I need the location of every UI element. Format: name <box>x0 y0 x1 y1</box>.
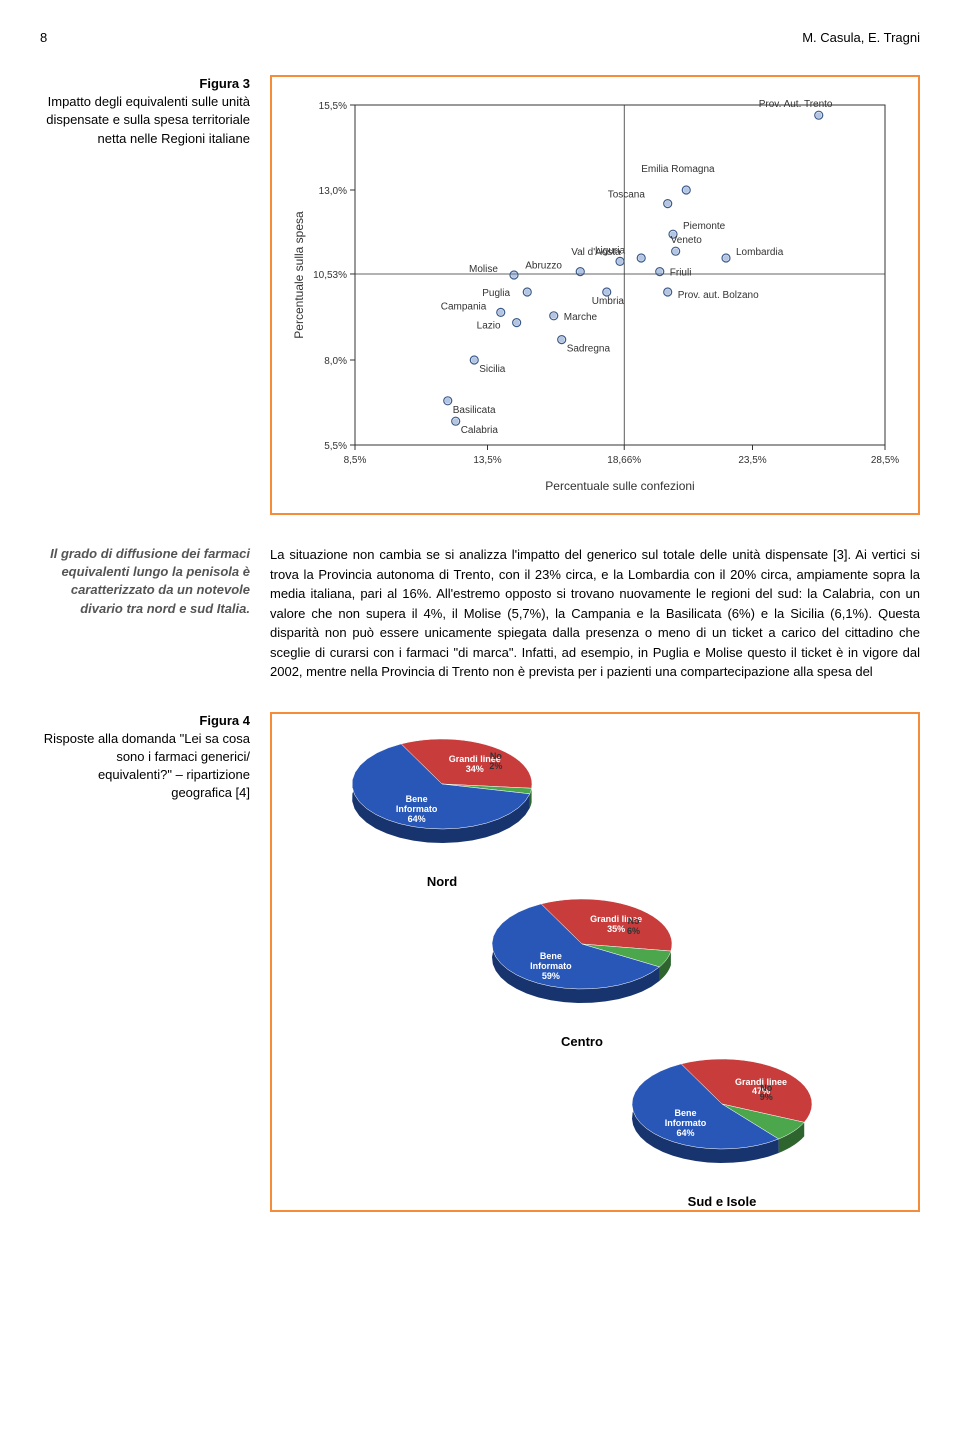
svg-text:5,5%: 5,5% <box>324 441 347 452</box>
pie-sud-e-isole: Grandi linee47%No9%Bene Informato64%Sud … <box>582 1044 862 1209</box>
svg-text:15,5%: 15,5% <box>319 101 347 112</box>
figure-3-row: Figura 3 Impatto degli equivalenti sulle… <box>40 75 920 515</box>
figure-3-caption-text: Impatto degli equivalenti sulle unità di… <box>46 94 250 145</box>
svg-text:Lombardia: Lombardia <box>736 247 784 258</box>
page-number: 8 <box>40 30 47 45</box>
page-header: 8 M. Casula, E. Tragni <box>40 30 920 45</box>
slice-label: Bene Informato64% <box>387 795 447 825</box>
svg-text:Puglia: Puglia <box>482 288 510 299</box>
marginal-note: Il grado di diffusione dei farmaci equiv… <box>40 545 250 682</box>
body-paragraph: La situazione non cambia se si analizza … <box>270 545 920 682</box>
figure-3-chart: 8,5% 13,5% 18,66% 23,5% 28,5% 5,5% 8,0% 10,53% 1… <box>270 75 920 515</box>
svg-text:13,5%: 13,5% <box>473 455 501 466</box>
figure-4-caption-text: Risposte alla domanda "Lei sa cosa sono … <box>44 731 250 801</box>
region-label: Sud e Isole <box>582 1194 862 1209</box>
svg-text:Piemonte: Piemonte <box>683 221 726 232</box>
svg-text:28,5%: 28,5% <box>871 455 899 466</box>
svg-text:Toscana: Toscana <box>608 190 646 201</box>
pie-centro: Grandi linee35%No6%Bene Informato59%Cent… <box>442 884 722 1049</box>
pie-nord: Grandi linee34%No2%Bene Informato64%Nord <box>302 724 582 889</box>
svg-text:Campania: Campania <box>441 301 487 312</box>
figure-4-row: Figura 4 Risposte alla domanda "Lei sa c… <box>40 712 920 1212</box>
svg-text:Marche: Marche <box>564 312 598 323</box>
figure-3-caption: Figura 3 Impatto degli equivalenti sulle… <box>40 75 250 515</box>
authors: M. Casula, E. Tragni <box>802 30 920 45</box>
svg-text:Sicilia: Sicilia <box>479 364 506 375</box>
slice-label: No6% <box>604 917 664 937</box>
svg-text:Umbria: Umbria <box>592 296 625 307</box>
svg-text:Basilicata: Basilicata <box>453 405 496 416</box>
body-row: Il grado di diffusione dei farmaci equiv… <box>40 545 920 682</box>
svg-text:Percentuale sulla spesa: Percentuale sulla spesa <box>292 211 306 339</box>
svg-text:Percentuale sulle confezioni: Percentuale sulle confezioni <box>545 479 694 493</box>
figure-4-caption: Figura 4 Risposte alla domanda "Lei sa c… <box>40 712 250 1212</box>
svg-text:Liguria: Liguria <box>595 245 625 256</box>
slice-label: No9% <box>736 1084 796 1104</box>
figure-4-chart: Grandi linee34%No2%Bene Informato64%Nord… <box>270 712 920 1212</box>
svg-text:Abruzzo: Abruzzo <box>525 261 562 272</box>
svg-text:Sadregna: Sadregna <box>567 344 611 355</box>
slice-label: No2% <box>466 752 526 772</box>
svg-text:Friuli: Friuli <box>670 268 692 279</box>
figure-4-label: Figura 4 <box>199 713 250 728</box>
svg-text:Prov. aut. Bolzano: Prov. aut. Bolzano <box>678 290 759 301</box>
slice-label: Bene Informato59% <box>521 952 581 982</box>
svg-text:Prov. Aut. Trento: Prov. Aut. Trento <box>759 99 833 110</box>
svg-text:Calabria: Calabria <box>461 425 499 436</box>
svg-text:23,5%: 23,5% <box>738 455 766 466</box>
svg-text:18,66%: 18,66% <box>607 455 641 466</box>
svg-text:8,0%: 8,0% <box>324 356 347 367</box>
svg-text:8,5%: 8,5% <box>344 455 367 466</box>
scatter-plot: 8,5% 13,5% 18,66% 23,5% 28,5% 5,5% 8,0% 10,53% 1… <box>280 85 910 505</box>
svg-text:Veneto: Veneto <box>671 235 703 246</box>
svg-text:10,53%: 10,53% <box>313 270 347 281</box>
slice-label: Bene Informato64% <box>655 1109 715 1139</box>
svg-text:13,0%: 13,0% <box>319 186 347 197</box>
svg-text:Lazio: Lazio <box>477 321 501 332</box>
svg-text:Emilia Romagna: Emilia Romagna <box>641 164 715 175</box>
figure-3-label: Figura 3 <box>199 76 250 91</box>
svg-text:Molise: Molise <box>469 264 498 275</box>
